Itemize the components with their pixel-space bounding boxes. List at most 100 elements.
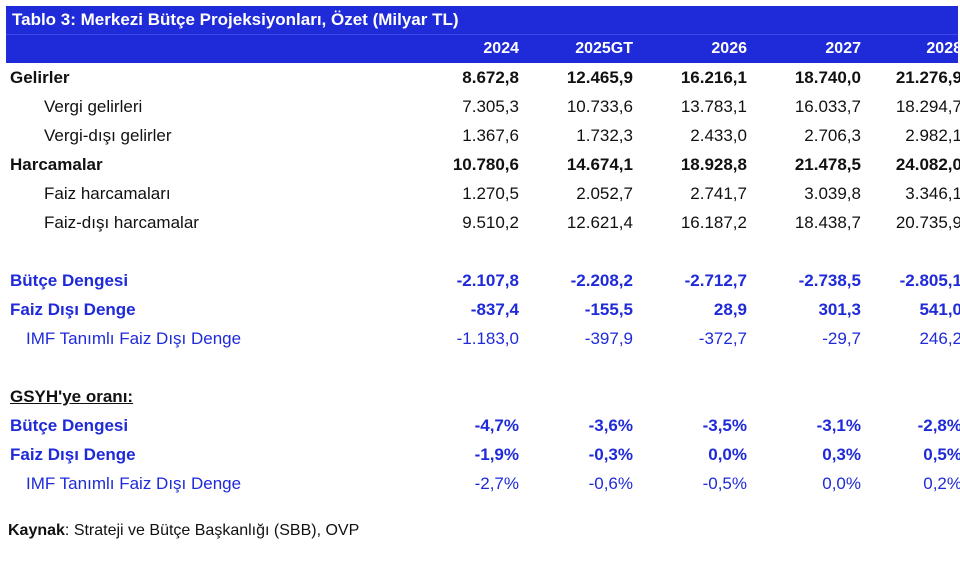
cell: -155,5: [584, 300, 633, 319]
table-row-faiz-harcamalari: Faiz harcamaları 1.270,5 2.052,7 2.741,7…: [6, 179, 960, 208]
cell: 10.733,6: [566, 97, 633, 116]
cell: -29,7: [822, 329, 861, 348]
cell: -0,6%: [588, 474, 633, 493]
cell: -3,6%: [588, 416, 633, 435]
cell: 301,3: [818, 300, 861, 319]
cell: 2.052,7: [576, 184, 633, 203]
source-text: : Strateji ve Bütçe Başkanlığı (SBB), OV…: [64, 522, 360, 539]
table-row-gelirler: Gelirler 8.672,8 12.465,9 16.216,1 18.74…: [6, 63, 960, 92]
table-row-butce-dengesi-pct: Bütçe Dengesi -4,7% -3,6% -3,5% -3,1% -2…: [6, 411, 960, 440]
table-row-faiz-disi-harcamalar: Faiz-dışı harcamalar 9.510,2 12.621,4 16…: [6, 208, 960, 237]
spacer-row: [6, 353, 958, 382]
cell: 541,0: [919, 300, 960, 319]
cell: -2.107,8: [456, 271, 519, 290]
cell: -372,7: [698, 329, 747, 348]
row-label: Bütçe Dengesi: [10, 271, 129, 290]
row-label: Harcamalar: [10, 155, 103, 174]
header-2028: 2028: [926, 40, 960, 57]
cell: 21.478,5: [794, 155, 861, 174]
cell: 0,5%: [923, 445, 960, 464]
cell: -0,3%: [588, 445, 633, 464]
section-label: GSYH'ye oranı:: [10, 387, 134, 406]
cell: 2.706,3: [804, 126, 861, 145]
cell: 18.438,7: [794, 213, 861, 232]
cell: 24.082,0: [895, 155, 960, 174]
table-row-vergi-gelirleri: Vergi gelirleri 7.305,3 10.733,6 13.783,…: [6, 92, 960, 121]
table-row-butce-dengesi: Bütçe Dengesi -2.107,8 -2.208,2 -2.712,7…: [6, 266, 960, 295]
cell: 2.433,0: [690, 126, 747, 145]
cell: 18.928,8: [680, 155, 747, 174]
table-row-harcamalar: Harcamalar 10.780,6 14.674,1 18.928,8 21…: [6, 150, 960, 179]
row-label: Faiz Dışı Denge: [10, 445, 136, 464]
cell: 1.270,5: [462, 184, 519, 203]
cell: -2.805,1: [899, 271, 960, 290]
table-row-imf-faiz-disi-denge-pct: IMF Tanımlı Faiz Dışı Denge -2,7% -0,6% …: [6, 469, 960, 498]
cell: 16.216,1: [680, 68, 747, 87]
row-label: Gelirler: [10, 68, 70, 87]
row-label: Faiz Dışı Denge: [10, 300, 136, 319]
cell: -397,9: [584, 329, 633, 348]
cell: 3.039,8: [804, 184, 861, 203]
cell: 10.780,6: [452, 155, 519, 174]
cell: -2,7%: [474, 474, 519, 493]
cell: -3,5%: [702, 416, 747, 435]
budget-table: Tablo 3: Merkezi Bütçe Projeksiyonları, …: [6, 6, 960, 498]
cell: 1.732,3: [576, 126, 633, 145]
row-label: Bütçe Dengesi: [10, 416, 129, 435]
cell: 2.982,1: [905, 126, 960, 145]
header-2026: 2026: [711, 40, 747, 57]
cell: -3,1%: [816, 416, 861, 435]
cell: 12.465,9: [566, 68, 633, 87]
cell: 12.621,4: [566, 213, 633, 232]
row-label: Vergi-dışı gelirler: [44, 126, 172, 145]
table-row-faiz-disi-denge-pct: Faiz Dışı Denge -1,9% -0,3% 0,0% 0,3% 0,…: [6, 440, 960, 469]
header-row: 2024 2025GT 2026 2027 2028: [6, 34, 960, 63]
table-title: Tablo 3: Merkezi Bütçe Projeksiyonları, …: [6, 6, 958, 34]
row-label: Faiz-dışı harcamalar: [44, 213, 199, 232]
header-2024: 2024: [483, 40, 519, 57]
cell: -2,8%: [917, 416, 960, 435]
cell: 28,9: [713, 300, 747, 319]
cell: -2.712,7: [684, 271, 747, 290]
cell: 21.276,9: [895, 68, 960, 87]
cell: 0,2%: [923, 474, 960, 493]
cell: 246,2: [919, 329, 960, 348]
cell: 18.294,7: [895, 97, 960, 116]
cell: -1,9%: [474, 445, 519, 464]
table-row-gsyh-header: GSYH'ye oranı:: [6, 382, 958, 411]
header-2027: 2027: [825, 40, 861, 57]
cell: 7.305,3: [462, 97, 519, 116]
cell: 14.674,1: [566, 155, 633, 174]
cell: -2.738,5: [798, 271, 861, 290]
cell: 16.033,7: [794, 97, 861, 116]
cell: 13.783,1: [680, 97, 747, 116]
spacer-row: [6, 237, 958, 266]
cell: 18.740,0: [794, 68, 861, 87]
table-row-vergi-disi-gelirler: Vergi-dışı gelirler 1.367,6 1.732,3 2.43…: [6, 121, 960, 150]
row-label: IMF Tanımlı Faiz Dışı Denge: [26, 329, 242, 348]
cell: -837,4: [470, 300, 519, 319]
cell: 8.672,8: [462, 68, 519, 87]
cell: -4,7%: [474, 416, 519, 435]
cell: 9.510,2: [462, 213, 519, 232]
row-label: Faiz harcamaları: [44, 184, 171, 203]
cell: 3.346,1: [905, 184, 960, 203]
header-label-cell: [6, 35, 405, 63]
cell: 20.735,9: [895, 213, 960, 232]
row-label: Vergi gelirleri: [44, 97, 143, 116]
cell: 0,3%: [822, 445, 861, 464]
header-2025gt: 2025GT: [575, 40, 633, 57]
cell: 1.367,6: [462, 126, 519, 145]
cell: 2.741,7: [690, 184, 747, 203]
cell: -0,5%: [702, 474, 747, 493]
table-row-imf-faiz-disi-denge: IMF Tanımlı Faiz Dışı Denge -1.183,0 -39…: [6, 324, 960, 353]
source-label: Kaynak: [8, 522, 65, 539]
cell: -2.208,2: [570, 271, 633, 290]
row-label: IMF Tanımlı Faiz Dışı Denge: [26, 474, 242, 493]
source-note: Kaynak: Strateji ve Bütçe Başkanlığı (SB…: [8, 522, 359, 540]
cell: 16.187,2: [680, 213, 747, 232]
cell: 0,0%: [822, 474, 861, 493]
table-row-faiz-disi-denge: Faiz Dışı Denge -837,4 -155,5 28,9 301,3…: [6, 295, 960, 324]
cell: -1.183,0: [456, 329, 519, 348]
cell: 0,0%: [708, 445, 747, 464]
